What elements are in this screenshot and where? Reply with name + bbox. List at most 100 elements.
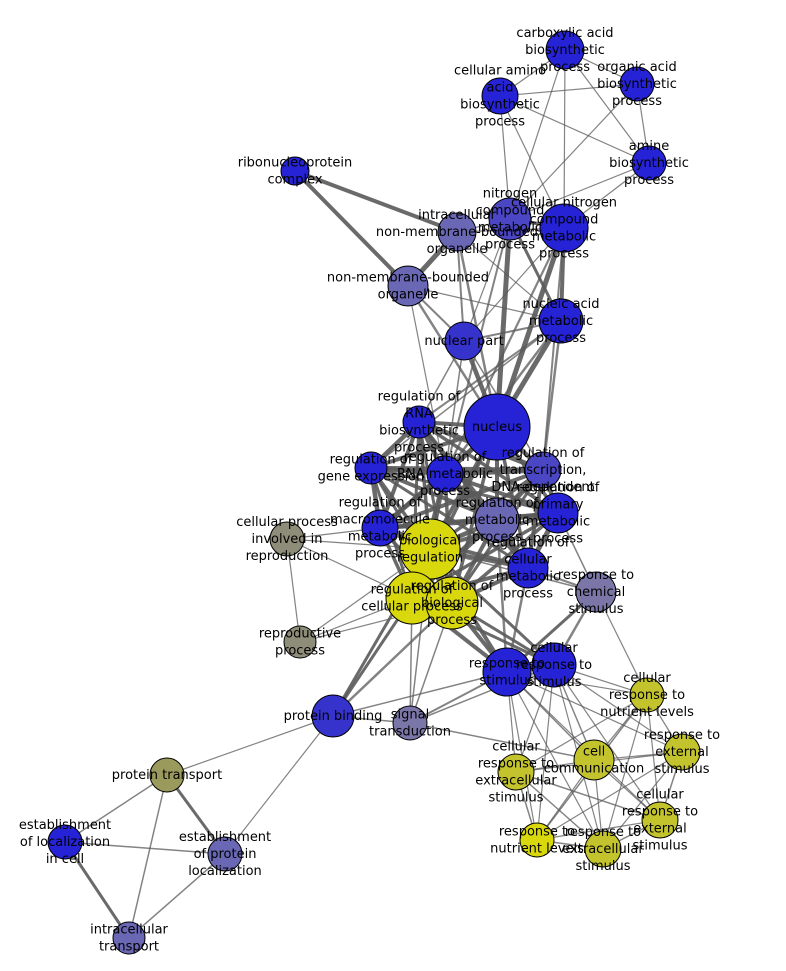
graph-node[interactable] (444, 321, 484, 361)
graph-node[interactable] (539, 203, 589, 253)
graph-edge (564, 49, 650, 164)
graph-edge (536, 819, 661, 841)
graph-node-label: non-membrane-bounded organelle (327, 270, 489, 302)
graph-node-label: regulation of metabolic process (456, 496, 539, 545)
graph-node-label: response to stimulus (469, 656, 545, 688)
graph-node-label: regulation of cellular metabolic process (487, 535, 570, 601)
graph-node[interactable] (497, 753, 535, 791)
graph-node[interactable] (437, 212, 477, 252)
graph-node[interactable] (402, 405, 436, 439)
graph-node-label: response to chemical stimulus (558, 568, 634, 617)
graph-edge (463, 218, 511, 342)
graph-node-label: regulation of macromolecule metabolic proce… (330, 495, 430, 561)
graph-edge (541, 320, 563, 471)
graph-node[interactable] (425, 576, 479, 630)
graph-edge (128, 853, 226, 939)
graph-edge (515, 771, 604, 850)
graph-node-label: nitrogen compound metabolic process (476, 186, 545, 252)
graph-node[interactable] (629, 677, 665, 713)
graph-node[interactable] (641, 801, 679, 839)
graph-node[interactable] (354, 451, 388, 485)
graph-node[interactable] (311, 694, 355, 738)
graph-edge (64, 774, 168, 843)
graph-edge (515, 694, 648, 773)
graph-node[interactable] (283, 625, 317, 659)
graph-edge (536, 751, 683, 841)
graph-edge (63, 841, 131, 939)
graph-node[interactable] (392, 705, 428, 741)
graph-node[interactable] (481, 77, 519, 115)
graph-node-label: regulation of gene expression (318, 452, 425, 484)
graph-node-label: response to extracellular stimulus (562, 825, 644, 874)
graph-edge (224, 715, 334, 855)
graph-edge (515, 771, 661, 821)
graph-edge (499, 95, 650, 164)
graph-node-label: carboxylic acid biosynthetic process (516, 26, 613, 75)
graph-node[interactable] (545, 30, 585, 70)
graph-edge (506, 671, 604, 850)
graph-node[interactable] (482, 647, 532, 697)
graph-edge (542, 227, 565, 471)
graph-node[interactable] (524, 451, 562, 489)
graph-node[interactable] (537, 492, 579, 534)
graph-node[interactable] (149, 757, 185, 793)
graph-node-label: cellular response to extracellular stimulus (475, 739, 557, 805)
graph-edge (563, 49, 566, 229)
graph-node[interactable] (573, 739, 615, 781)
node-layer[interactable] (47, 30, 701, 955)
graph-node-label: regulation of RNA metabolic process (397, 450, 493, 499)
graph-edge (293, 169, 410, 288)
graph-node[interactable] (538, 298, 584, 344)
graph-node[interactable] (399, 518, 461, 580)
graph-edge (128, 774, 168, 939)
graph-node[interactable] (361, 509, 399, 547)
graph-edge (444, 340, 465, 475)
graph-edge (602, 694, 648, 850)
graph-edge (294, 169, 458, 234)
graph-node[interactable] (663, 733, 701, 771)
graph-node-label: response to nutrient levels (490, 824, 584, 856)
graph-node[interactable] (207, 836, 243, 872)
graph-node-label: protein binding (284, 709, 383, 724)
graph-node[interactable] (269, 521, 305, 557)
graph-node-label: regulation of cellular process (361, 582, 463, 614)
graph-node[interactable] (426, 455, 464, 493)
graph-node-label: cellular response to external stimulus (622, 787, 698, 853)
graph-node-label: cellular process involved in reproduction (236, 515, 338, 564)
graph-node-label: intracellular non-membrane-bounded organel… (376, 208, 538, 257)
graph-node-label: establishment of localization in cell (19, 818, 111, 867)
graph-node[interactable] (507, 547, 549, 589)
graph-node[interactable] (280, 156, 310, 186)
graph-edge (602, 751, 683, 850)
graph-node[interactable] (387, 265, 429, 307)
graph-edge (456, 231, 562, 322)
graph-edge (536, 664, 555, 841)
graph-node-label: response to external stimulus (644, 728, 720, 777)
graph-node-label: cellular amino acid biosynthetic process (454, 63, 546, 129)
graph-node-label: regulation of primary metabolic process (517, 480, 600, 546)
graph-edge (494, 218, 513, 428)
graph-edge (409, 722, 595, 761)
graph-node[interactable] (47, 824, 83, 860)
graph-node-label: cellular response to stimulus (516, 641, 592, 690)
graph-node[interactable] (575, 571, 617, 613)
graph-node-label: reproductive process (259, 626, 341, 658)
label-layer: carboxylic acid biosynthetic process organi… (19, 26, 720, 955)
graph-node[interactable] (631, 145, 667, 181)
graph-node-label: regulation of RNA biosynthetic process (378, 389, 461, 455)
graph-node[interactable] (584, 830, 622, 868)
graph-node[interactable] (531, 642, 577, 688)
graph-edge (370, 320, 562, 469)
graph-node-label: biological regulation (397, 533, 463, 565)
graph-node-label: establishment of protein localization (179, 830, 271, 879)
graph-node[interactable] (112, 921, 146, 955)
graph-node[interactable] (619, 66, 655, 102)
graph-node[interactable] (474, 497, 520, 543)
graph-node[interactable] (463, 393, 531, 461)
graph-edge (646, 694, 661, 821)
graph-node-label: cellular nitrogen compound metabolic proces… (511, 195, 617, 261)
graph-edge (509, 83, 638, 220)
graph-node[interactable] (519, 822, 555, 858)
graph-node[interactable] (488, 197, 532, 241)
